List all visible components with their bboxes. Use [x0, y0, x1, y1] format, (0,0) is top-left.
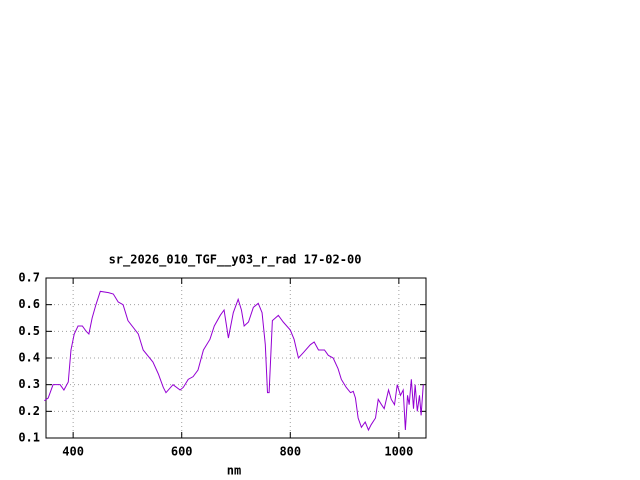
y-tick-label: 0.6 — [18, 297, 40, 311]
x-tick-label: 800 — [279, 445, 301, 459]
chart-title: sr_2026_010_TGF__y03_r_rad 17-02-00 — [109, 253, 362, 268]
y-tick-label: 0.5 — [18, 324, 40, 338]
y-tick-label: 0.7 — [18, 271, 40, 285]
x-tick-label: 400 — [62, 445, 84, 459]
x-tick-label: 1000 — [384, 445, 413, 459]
y-tick-label: 0.4 — [18, 351, 40, 365]
y-tick-label: 0.1 — [18, 431, 40, 445]
plot-frame — [45, 277, 427, 439]
y-tick-label: 0.3 — [18, 377, 40, 391]
y-tick-label: 0.2 — [18, 404, 40, 418]
data-line — [44, 290, 424, 432]
x-axis-label: nm — [227, 464, 241, 478]
x-tick-label: 600 — [171, 445, 193, 459]
